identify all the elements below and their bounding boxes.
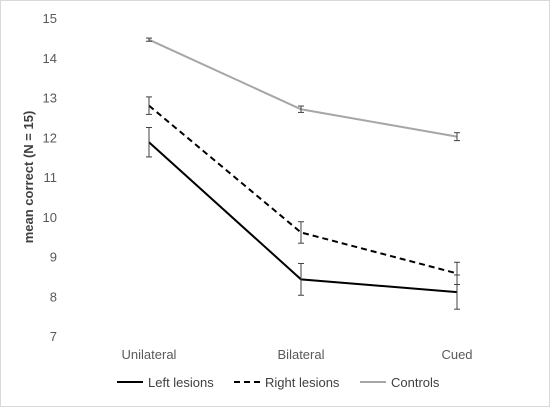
x-axis-ticks: Unilateral Bilateral Cued	[122, 347, 473, 362]
y-tick-label: 8	[50, 289, 57, 304]
error-bar	[454, 132, 460, 142]
error-bar	[298, 221, 304, 244]
series-0	[146, 127, 460, 310]
series-line	[148, 38, 458, 138]
y-tick-label: 11	[44, 170, 58, 185]
y-tick-label: 14	[43, 51, 57, 66]
legend-label: Left lesions	[148, 375, 214, 390]
y-tick-label: 13	[43, 91, 57, 106]
y-tick-label: 12	[43, 130, 57, 145]
series-layer	[146, 37, 460, 310]
series-1	[146, 96, 460, 286]
y-tick-label: 9	[50, 250, 57, 265]
legend-item: Controls	[360, 375, 440, 390]
y-tick-label: 10	[43, 210, 57, 225]
error-bar	[454, 261, 460, 286]
error-bar	[298, 262, 304, 296]
error-bar	[298, 105, 304, 113]
y-axis-title: mean correct (N = 15)	[21, 111, 36, 244]
legend: Left lesions Right lesions Controls	[117, 375, 440, 390]
series-2	[146, 37, 460, 142]
legend-item: Left lesions	[117, 375, 214, 390]
x-tick-label: Unilateral	[122, 347, 177, 362]
legend-item: Right lesions	[234, 375, 340, 390]
legend-label: Controls	[391, 375, 440, 390]
y-tick-label: 7	[50, 329, 57, 344]
error-bar	[146, 37, 152, 42]
y-tick-label: 15	[43, 11, 57, 26]
error-bar	[146, 96, 152, 115]
series-line	[148, 104, 458, 275]
x-tick-label: Cued	[441, 347, 472, 362]
error-bar	[146, 127, 152, 158]
series-line	[148, 141, 458, 294]
y-axis-ticks: 7 8 9 10 11 12 13 14 15	[43, 11, 57, 344]
x-tick-label: Bilateral	[278, 347, 325, 362]
legend-label: Right lesions	[265, 375, 340, 390]
